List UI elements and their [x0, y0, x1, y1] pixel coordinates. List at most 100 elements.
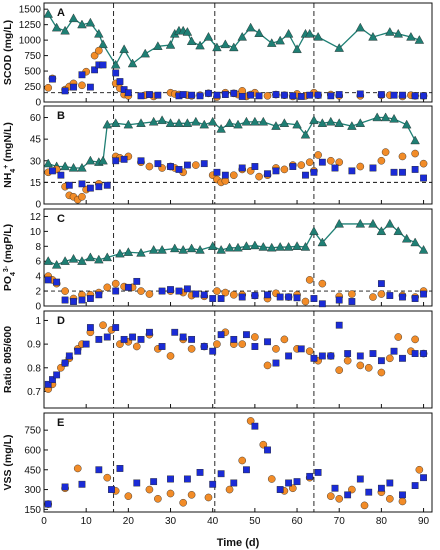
data-point-square [95, 466, 103, 474]
plot-frame [43, 208, 433, 307]
data-point-square [335, 91, 343, 98]
data-point-square [86, 184, 94, 192]
data-point-circle [415, 465, 424, 474]
data-point-square [310, 295, 318, 302]
data-point-square [116, 78, 124, 85]
data-point-circle [305, 158, 314, 167]
data-point-triangle [250, 116, 260, 126]
data-point-circle [348, 290, 356, 298]
data-point-square [183, 475, 191, 483]
data-point-square [331, 164, 339, 172]
data-point-square [272, 359, 280, 367]
x-tick-label: 60 [291, 516, 303, 527]
data-point-triangle [245, 22, 256, 32]
data-point-circle [394, 333, 403, 341]
data-point-circle [398, 497, 407, 506]
data-point-square [365, 488, 373, 496]
data-point-square [318, 352, 326, 360]
data-point-triangle [267, 38, 277, 47]
data-point-circle [166, 489, 175, 498]
data-point-circle [381, 148, 390, 156]
data-point-triangle [115, 248, 125, 258]
data-point-triangle [271, 121, 281, 130]
x-tick-label: 30 [165, 516, 177, 527]
data-point-circle [360, 501, 369, 510]
data-point-circle [377, 290, 386, 298]
data-point-circle [377, 368, 386, 377]
y-tick-label: 1 [35, 316, 41, 327]
y-tick-label: 12 [30, 212, 42, 223]
data-point-triangle [51, 259, 62, 269]
data-point-square [61, 359, 69, 367]
data-point-square [150, 478, 158, 486]
data-point-square [175, 166, 183, 173]
data-point-square [154, 91, 162, 99]
data-point-triangle [292, 44, 302, 54]
data-point-square [420, 474, 427, 482]
data-point-circle [411, 149, 419, 158]
data-point-triangle [418, 245, 429, 254]
series-line [47, 13, 420, 67]
y-tick-label: 450 [24, 465, 41, 476]
data-point-square [200, 343, 208, 350]
x-tick-label: 10 [81, 516, 93, 527]
plot-frame [43, 310, 433, 409]
data-point-triangle [275, 35, 285, 45]
data-point-square [221, 91, 229, 98]
data-point-square [344, 491, 352, 499]
data-point-triangle [267, 242, 277, 252]
data-point-square [411, 295, 419, 302]
data-point-circle [187, 345, 196, 353]
data-point-square [137, 335, 145, 343]
data-point-triangle [212, 42, 222, 52]
data-point-square [57, 171, 65, 179]
data-point-square [243, 331, 250, 339]
data-point-triangle [148, 245, 159, 254]
data-point-circle [267, 475, 276, 483]
data-point-triangle [68, 253, 79, 263]
data-point-square [217, 295, 225, 302]
data-point-triangle [186, 36, 197, 45]
y-tick-label: 0.7 [27, 387, 41, 398]
data-point-square [230, 89, 238, 97]
x-tick-label: 50 [249, 516, 261, 527]
panel-letter: C [57, 213, 65, 225]
data-point-triangle [372, 112, 382, 122]
data-point-triangle [60, 256, 70, 265]
data-point-circle [154, 494, 162, 503]
data-point-circle [259, 440, 268, 449]
data-point-square [302, 171, 309, 179]
data-point-square [264, 291, 271, 299]
data-point-triangle [94, 254, 104, 264]
data-point-triangle [207, 241, 218, 250]
data-point-square [310, 168, 318, 176]
data-point-circle [137, 287, 145, 295]
y-tick-label: 750 [24, 426, 41, 437]
data-point-triangle [309, 226, 319, 235]
series-square [49, 155, 427, 192]
data-point-square [285, 293, 293, 301]
data-point-square [306, 472, 314, 480]
data-point-triangle [317, 237, 328, 247]
data-point-triangle [85, 17, 96, 27]
data-point-square [53, 371, 61, 379]
data-point-square [108, 486, 115, 493]
data-point-circle [78, 81, 86, 90]
x-axis-title: Time (d) [217, 537, 260, 549]
data-point-square [44, 276, 52, 284]
data-point-square [196, 92, 204, 100]
data-point-square [327, 92, 335, 100]
data-point-square [420, 92, 427, 100]
data-point-triangle [237, 32, 247, 41]
data-point-square [133, 277, 141, 285]
data-point-square [377, 357, 385, 365]
data-point-triangle [224, 118, 235, 127]
y-tick-label: 0 [35, 302, 41, 313]
data-point-triangle [203, 32, 214, 41]
data-point-triangle [123, 247, 134, 256]
data-point-circle [289, 484, 297, 493]
data-point-square [167, 163, 174, 170]
data-point-circle [305, 276, 314, 284]
data-point-circle [103, 283, 112, 292]
data-point-square [183, 161, 191, 169]
